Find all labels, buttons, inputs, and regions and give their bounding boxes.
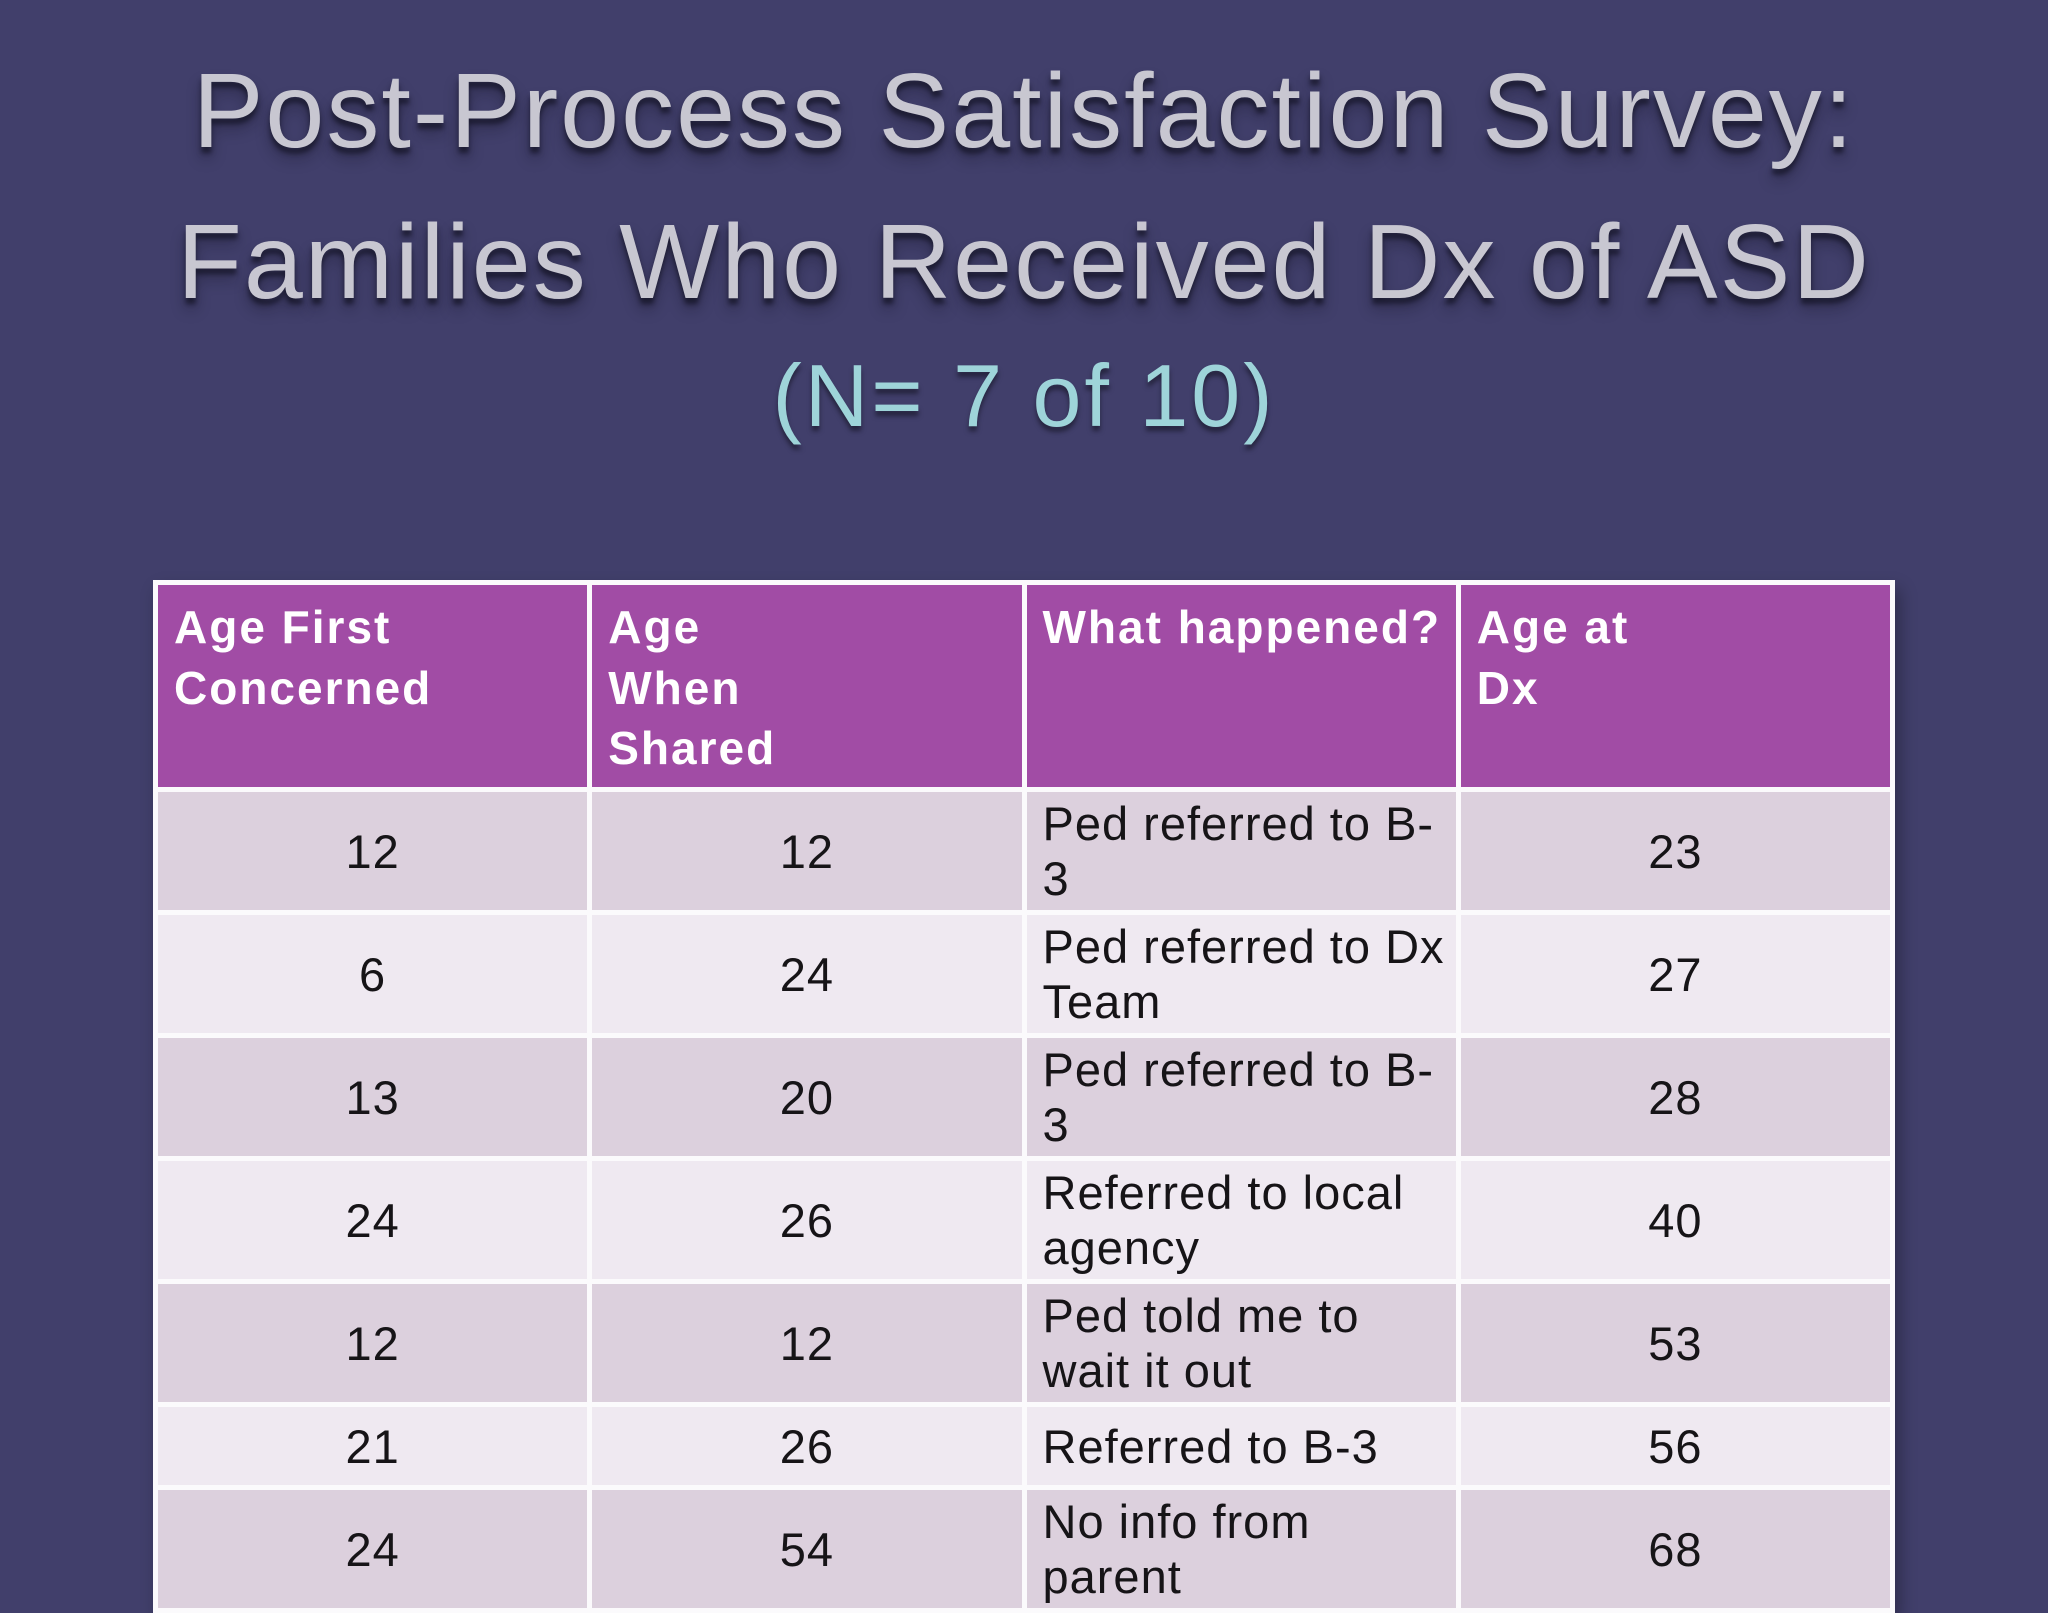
table-row: 24 54 No info from parent 68 [158, 1490, 1890, 1609]
table-cell: Ped told me to wait it out [1026, 1284, 1456, 1403]
table-cell: 23 [1460, 792, 1890, 911]
table-cell: Referred to B-3 [1026, 1407, 1456, 1486]
slide-subtitle: (N= 7 of 10) [772, 346, 1276, 446]
table-cell: 56 [1460, 1407, 1890, 1486]
table-row: 12 12 Ped told me to wait it out 53 [158, 1284, 1890, 1403]
table-cell: Ped referred to B-3 [1026, 1038, 1456, 1157]
slide-title-line1: Post-Process Satisfaction Survey: [192, 52, 1856, 170]
survey-table-container: Age First Concerned Age When Shared What h… [153, 580, 1895, 1613]
table-row: 6 24 Ped referred to Dx Team 27 [158, 915, 1890, 1034]
table-cell: No info from parent [1026, 1490, 1456, 1609]
table-row: 12 12 Ped referred to B-3 23 [158, 792, 1890, 911]
column-header-3: What happened? [1026, 585, 1456, 788]
column-header-1: Age First Concerned [158, 585, 588, 788]
title-block: Post-Process Satisfaction Survey: Famili… [0, 36, 2048, 449]
table-row: 13 20 Ped referred to B-3 28 [158, 1038, 1890, 1157]
table-cell: 40 [1460, 1161, 1890, 1280]
table-row: 24 26 Referred to local agency 40 [158, 1161, 1890, 1280]
column-header-label: What happened? [1042, 601, 1442, 653]
table-cell: 12 [158, 792, 588, 911]
table-cell: 21 [158, 1407, 588, 1486]
column-header-4: Age at Dx [1460, 585, 1890, 788]
table-header-row: Age First Concerned Age When Shared What h… [158, 585, 1890, 788]
table-cell: 28 [1460, 1038, 1890, 1157]
column-header-label: Age First Concerned [174, 601, 433, 714]
table-row: 21 26 Referred to B-3 56 [158, 1407, 1890, 1486]
table-cell: 13 [158, 1038, 588, 1157]
table-cell: 24 [592, 915, 1022, 1034]
table-cell: Ped referred to B-3 [1026, 792, 1456, 911]
table-cell: 24 [158, 1161, 588, 1280]
table-cell: 20 [592, 1038, 1022, 1157]
column-header-2: Age When Shared [592, 585, 1022, 788]
slide-title-line2: Families Who Received Dx of ASD [177, 202, 1871, 321]
table-cell: 53 [1460, 1284, 1890, 1403]
table-cell: 24 [158, 1490, 588, 1609]
table-cell: 26 [592, 1161, 1022, 1280]
table-cell: 12 [158, 1284, 588, 1403]
table-cell: 54 [592, 1490, 1022, 1609]
table-cell: 27 [1460, 915, 1890, 1034]
table-cell: 12 [592, 1284, 1022, 1403]
column-header-label: Age When Shared [608, 601, 777, 775]
table-cell: 26 [592, 1407, 1022, 1486]
column-header-label: Age at Dx [1476, 601, 1630, 714]
slide: Post-Process Satisfaction Survey: Famili… [0, 36, 2048, 1613]
table-cell: Referred to local agency [1026, 1161, 1456, 1280]
table-cell: 68 [1460, 1490, 1890, 1609]
table-cell: 12 [592, 792, 1022, 911]
table-cell: 6 [158, 915, 588, 1034]
table-cell: Ped referred to Dx Team [1026, 915, 1456, 1034]
survey-table: Age First Concerned Age When Shared What h… [153, 580, 1895, 1613]
